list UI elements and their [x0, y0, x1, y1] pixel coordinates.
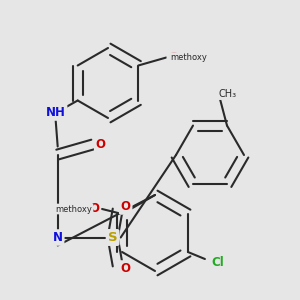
Text: O: O — [89, 202, 99, 215]
Text: O: O — [121, 262, 131, 275]
Text: O: O — [96, 138, 106, 151]
Text: CH₃: CH₃ — [219, 89, 237, 99]
Text: Cl: Cl — [212, 256, 224, 268]
Text: N: N — [53, 231, 63, 244]
Text: S: S — [108, 231, 118, 244]
Text: methoxy: methoxy — [170, 53, 207, 62]
Text: O: O — [121, 200, 131, 213]
Text: NH: NH — [46, 106, 66, 119]
Text: methoxy: methoxy — [56, 205, 92, 214]
Text: O: O — [168, 51, 178, 64]
